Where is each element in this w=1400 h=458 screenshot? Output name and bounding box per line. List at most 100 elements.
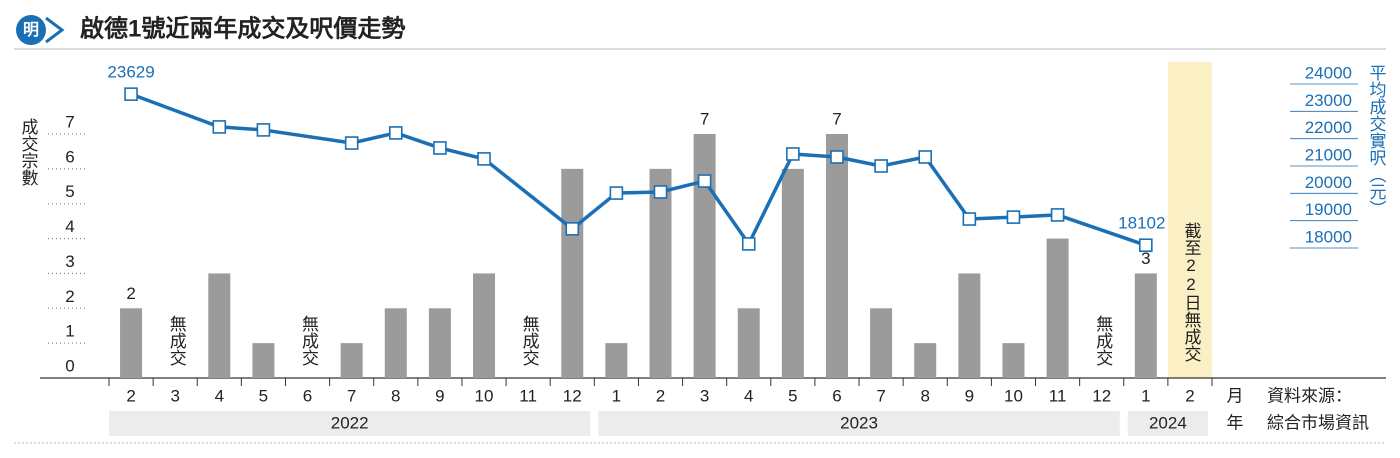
x-tick-label: 5 — [259, 386, 268, 405]
x-tick-label: 9 — [435, 386, 444, 405]
logo-arrow — [45, 16, 65, 44]
x-tick-label: 2 — [656, 386, 665, 405]
bar — [958, 273, 981, 378]
x-tick-label: 1 — [612, 386, 621, 405]
line-marker — [212, 120, 227, 134]
x-tick-label: 8 — [391, 386, 400, 405]
bar — [605, 343, 628, 378]
bar — [208, 273, 231, 378]
logo — [16, 15, 46, 45]
year-label: 2024 — [1149, 413, 1187, 432]
highlight-band — [1167, 62, 1212, 378]
year-band — [109, 411, 591, 436]
bar-value-label: 7 — [832, 109, 841, 128]
bar — [649, 168, 672, 378]
y-tick-label: 1 — [65, 322, 74, 341]
y2-axis-label: 平均成交實呎（元） — [1367, 64, 1387, 217]
x-tick-label: 10 — [1004, 386, 1023, 405]
x-tick-label: 4 — [215, 386, 224, 405]
line-marker — [786, 147, 800, 161]
line-marker — [1139, 238, 1153, 253]
y-tick-label: 0 — [65, 356, 74, 375]
annotation: 無成交 — [299, 315, 319, 366]
x-tick-label: 7 — [347, 386, 356, 405]
x-tick-label: 8 — [920, 386, 929, 405]
bar — [252, 343, 275, 378]
y-tick-label: 3 — [65, 252, 74, 271]
year-label: 2022 — [331, 413, 369, 432]
bar — [561, 168, 584, 378]
bar — [870, 308, 893, 378]
y2-tick-label: 19000 — [1305, 200, 1352, 219]
line-marker — [344, 136, 359, 150]
x-tick-label: 11 — [1049, 386, 1067, 405]
line-marker — [1050, 208, 1065, 222]
x-tick-label: 11 — [519, 386, 537, 405]
x-tick-label: 3 — [170, 386, 179, 405]
bar-value-label: 7 — [700, 109, 709, 128]
y-tick-label: 5 — [65, 182, 74, 201]
x-tick-label: 12 — [1092, 386, 1111, 405]
bar — [1002, 343, 1025, 378]
x-tick-label: 5 — [788, 386, 797, 405]
line-value-label: 23629 — [107, 63, 154, 82]
bar-value-label: 2 — [126, 284, 135, 303]
source-label: 資料來源： — [1267, 386, 1352, 405]
x-tick-label: 2 — [1185, 386, 1194, 405]
bar — [340, 343, 363, 378]
annotation: 無成交 — [520, 315, 540, 366]
y2-tick-label: 23000 — [1305, 91, 1352, 110]
line-marker — [124, 87, 138, 101]
source: 綜合市場資訊 — [1267, 413, 1369, 432]
highlight-note: 截至22日無成交 — [1181, 222, 1201, 362]
line — [130, 92, 1147, 247]
chart-title: 啟德1號近兩年成交及呎價走勢 — [80, 14, 405, 42]
annotation: 無成交 — [1093, 315, 1113, 366]
line-marker — [874, 159, 888, 173]
y-tick-label: 6 — [65, 147, 74, 166]
line-marker — [918, 150, 933, 164]
x-tick-label: 3 — [700, 386, 709, 405]
y2-tick-label: 22000 — [1305, 118, 1352, 137]
x-tick-label: 10 — [475, 386, 494, 405]
y2-tick-label: 20000 — [1305, 173, 1352, 192]
year-band — [598, 411, 1120, 436]
y2-tick-label: 24000 — [1305, 63, 1352, 82]
x-tick-label: 12 — [563, 386, 582, 405]
bar — [120, 308, 143, 378]
y2-tick-label: 21000 — [1305, 145, 1352, 164]
line-marker — [741, 237, 756, 251]
bar — [384, 308, 407, 378]
line-marker — [477, 152, 491, 166]
x-tick-label: 6 — [832, 386, 841, 405]
line-marker — [256, 123, 271, 137]
line-marker — [830, 150, 844, 164]
bar — [428, 308, 451, 378]
logo-text: 明 — [23, 21, 39, 39]
line-marker — [962, 212, 977, 226]
year-band — [1127, 411, 1208, 436]
line-marker — [433, 141, 447, 155]
x-axis-label: 月 — [1227, 386, 1244, 405]
line-marker — [1006, 210, 1021, 224]
bar — [1046, 238, 1069, 378]
annotation: 無成交 — [167, 315, 187, 366]
x-tick-label: 1 — [1141, 386, 1150, 405]
y-tick-label: 7 — [65, 112, 74, 131]
x-tick-label: 4 — [744, 386, 753, 405]
line-marker — [609, 186, 624, 200]
bar — [473, 273, 496, 378]
y-axis-label: 成交宗數 — [19, 118, 39, 186]
line-marker — [565, 222, 580, 236]
year-label: 2023 — [840, 413, 878, 432]
bar — [781, 168, 804, 378]
bar — [737, 308, 760, 378]
bar — [825, 134, 848, 378]
bar — [914, 343, 937, 378]
x-tick-label: 7 — [876, 386, 885, 405]
x-tick-label: 9 — [965, 386, 974, 405]
line-value-label: 18102 — [1118, 214, 1165, 233]
bar-value-label: 3 — [1141, 249, 1150, 268]
bar — [1134, 273, 1157, 378]
